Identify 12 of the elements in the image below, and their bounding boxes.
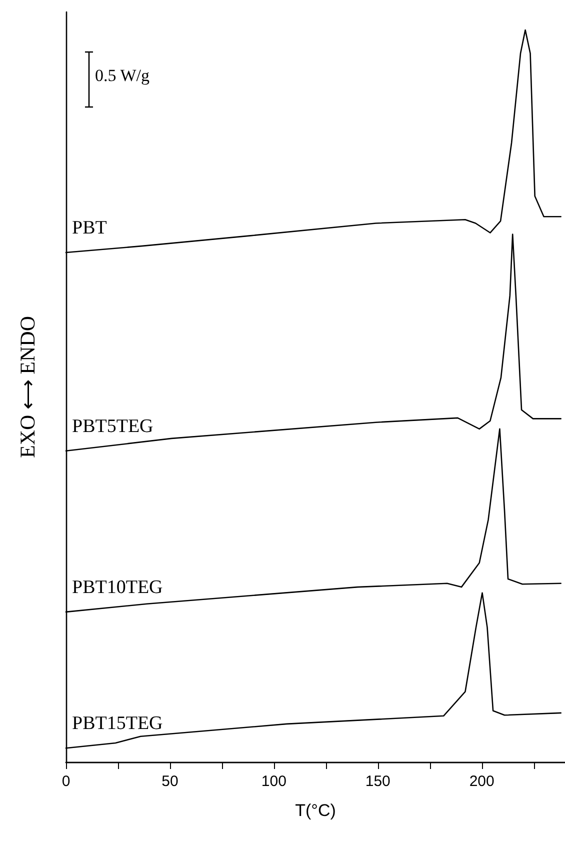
series-label: PBT5TEG bbox=[72, 416, 154, 437]
series-label: PBT bbox=[72, 218, 108, 239]
x-tick-label: 200 bbox=[469, 773, 494, 790]
x-axis-title: T(°C) bbox=[295, 801, 336, 820]
series-label: PBT10TEG bbox=[72, 576, 164, 598]
annotation: 0.5 W/g bbox=[95, 66, 150, 85]
series-label: PBT15TEG bbox=[72, 713, 164, 734]
x-tick-label: 50 bbox=[162, 773, 178, 790]
y-axis-title: EXO ⟷ ENDO bbox=[16, 316, 40, 458]
x-tick-label: 150 bbox=[365, 773, 390, 790]
x-tick-label: 0 bbox=[62, 773, 70, 790]
x-tick-label: 100 bbox=[261, 773, 286, 790]
